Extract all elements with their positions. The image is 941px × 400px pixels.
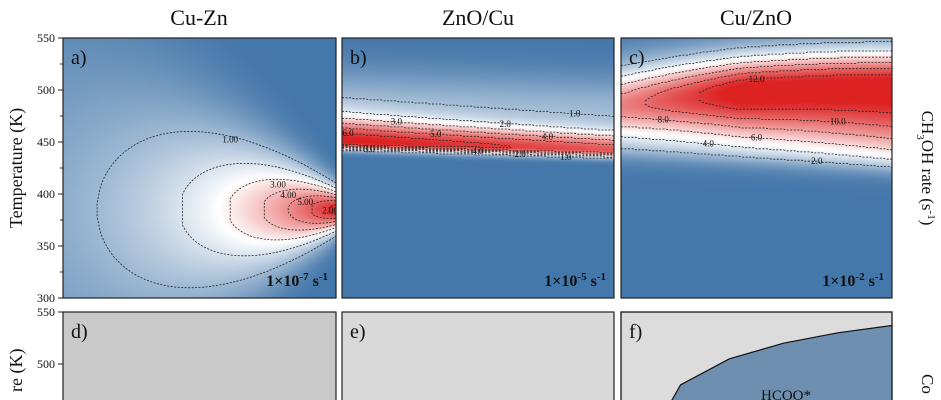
y-tick-label: 550 xyxy=(37,305,55,319)
contour-line-a xyxy=(182,163,336,257)
contour-line-a xyxy=(229,178,336,241)
contour-line xyxy=(621,50,892,77)
contour-line-a xyxy=(287,195,336,224)
y-tick-label: 300 xyxy=(37,291,55,305)
contour-line xyxy=(621,56,892,85)
contour-line xyxy=(621,62,892,94)
panel-f: HCOO* f) xyxy=(620,311,893,400)
y-axis-top: 300 350 400 450 500 550 xyxy=(37,31,63,305)
y-tick-label: 500 xyxy=(37,83,55,97)
contour-label-a: 4.00 xyxy=(280,190,296,200)
contour-label: 2.0 xyxy=(500,119,512,129)
frame-c xyxy=(620,37,893,299)
contour-label: 3.0 xyxy=(364,144,376,154)
contour-line xyxy=(621,116,892,139)
contour-label: 1.0 xyxy=(560,152,572,162)
contour-line xyxy=(644,103,892,128)
contour-label-a: 1.00 xyxy=(222,134,238,144)
contour-label-a: 3.00 xyxy=(270,179,286,189)
panel-label-b: b) xyxy=(350,47,367,69)
y-tick-label: 450 xyxy=(37,135,55,149)
panel-e-background xyxy=(341,311,615,400)
contour-line xyxy=(342,97,614,117)
panel-label-d: d) xyxy=(71,321,88,343)
panel-c: 2.0 4.0 6.0 8.0 10.0 12.0 c) 1×10-2 s-1 xyxy=(620,37,893,299)
contour-line xyxy=(342,132,512,148)
y-tick-label: 350 xyxy=(37,239,55,253)
contour-line xyxy=(621,135,892,160)
panel-b: 1.0 1.0 2.0 2.0 3.0 3.0 4.0 4.0 5.0 6.0 b) 1×10-5… xyxy=(341,37,615,299)
contour-line-a xyxy=(311,200,336,220)
panel-e: e) xyxy=(341,311,615,400)
contour-label: 4.0 xyxy=(703,139,715,149)
panel-a: 1.002.003.004.005.006.007.00 a) 1×10-7 s… xyxy=(62,37,337,299)
panel-label-a: a) xyxy=(71,47,87,69)
contour-line xyxy=(342,147,614,157)
contour-label: 4.0 xyxy=(472,146,484,156)
contour-line xyxy=(342,110,614,131)
contour-line xyxy=(342,148,614,158)
y-tick-label: 400 xyxy=(37,187,55,201)
contour-line xyxy=(342,145,614,154)
scale-label-b: 1×10-5 s-1 xyxy=(544,271,606,290)
title-b: ZnO/Cu xyxy=(442,5,514,30)
contour-line xyxy=(342,150,614,159)
y-axis-bottom: 500 550 xyxy=(37,305,63,371)
contour-label: 2.0 xyxy=(811,156,823,166)
contour-line xyxy=(342,127,614,145)
contour-line xyxy=(342,146,614,155)
contour-label: 6.0 xyxy=(751,132,763,142)
right-axis-label-bottom: Co xyxy=(918,374,937,394)
contour-label: 8.0 xyxy=(658,115,670,125)
contour-label: 4.0 xyxy=(542,131,554,141)
panel-d: d) xyxy=(62,311,337,400)
contour-line xyxy=(699,74,892,93)
contour-line xyxy=(342,118,614,137)
y-tick-label: 500 xyxy=(37,357,55,371)
heatmap-c xyxy=(621,38,892,298)
contour-label: 1.0 xyxy=(569,108,581,118)
contour-line xyxy=(342,122,614,141)
contour-line-a xyxy=(263,188,336,231)
frame-b xyxy=(341,37,615,299)
contour-label: 5.0 xyxy=(430,129,442,139)
contour-line xyxy=(342,144,512,149)
contour-label: 10.0 xyxy=(830,117,846,127)
contour-line xyxy=(621,41,892,66)
region-label-hcoo: HCOO* xyxy=(761,388,811,400)
scale-label-c: 1×10-2 s-1 xyxy=(822,271,884,290)
contour-line xyxy=(621,148,892,168)
frame-f xyxy=(620,311,893,400)
contour-label-a: 5.00 xyxy=(297,197,313,207)
heatmap-a xyxy=(63,38,336,298)
contour-line xyxy=(621,126,892,151)
contour-label: 12.0 xyxy=(749,74,765,84)
contour-label: 3.0 xyxy=(391,117,403,127)
contour-line xyxy=(699,99,892,114)
contour-label: 2.0 xyxy=(515,149,527,159)
title-c: Cu/ZnO xyxy=(720,5,792,30)
contours-c: 2.0 4.0 6.0 8.0 10.0 12.0 xyxy=(621,41,892,168)
hcoo-region xyxy=(671,324,892,400)
scale-label-a: 1×10-7 s-1 xyxy=(266,271,328,290)
panel-label-c: c) xyxy=(629,47,645,69)
heatmap-b xyxy=(342,38,614,298)
title-a: Cu-Zn xyxy=(170,5,227,30)
y-tick-label: 550 xyxy=(37,31,55,45)
panel-label-e: e) xyxy=(350,321,366,343)
panel-d-background xyxy=(62,311,337,400)
y-axis-label-bottom: re (K) xyxy=(6,349,27,392)
contours-b: 1.0 1.0 2.0 2.0 3.0 3.0 4.0 4.0 5.0 6.0 xyxy=(342,97,614,162)
contours-a: 1.002.003.004.005.006.007.00 xyxy=(96,130,336,289)
y-axis-label: Temperature (K) xyxy=(6,108,27,228)
right-axis-label: CH3OH rate (s-1) xyxy=(914,111,937,226)
panel-label-f: f) xyxy=(629,321,642,343)
contour-label: 6.0 xyxy=(342,128,354,138)
contour-line-a xyxy=(96,130,336,289)
